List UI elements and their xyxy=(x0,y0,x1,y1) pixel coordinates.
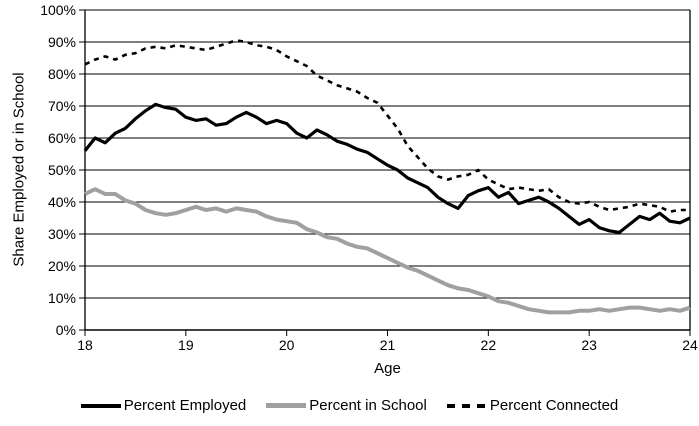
y-axis-tick-label: 40% xyxy=(48,194,76,210)
series-line-percent-employed xyxy=(83,102,691,234)
x-axis-tick-label: 21 xyxy=(380,337,396,353)
legend-item-percent-in-school: Percent in School xyxy=(266,397,427,414)
x-axis-tick-label: 18 xyxy=(77,337,93,353)
y-axis-tick-label: 30% xyxy=(48,226,76,242)
legend-label-percent-employed: Percent Employed xyxy=(123,397,247,414)
series-line-percent-connected xyxy=(84,39,690,213)
y-axis-tick-label: 60% xyxy=(48,130,76,146)
solid-black-line-swatch-icon xyxy=(80,403,121,408)
x-axis-title: Age xyxy=(374,360,401,377)
legend-item-percent-employed: Percent Employed xyxy=(80,397,247,414)
y-axis-tick-label: 10% xyxy=(48,290,76,306)
legend-item-percent-connected: Percent Connected xyxy=(446,397,619,414)
solid-gray-line-swatch-icon xyxy=(266,403,307,408)
legend-label-percent-connected: Percent Connected xyxy=(489,397,619,414)
x-axis-tick-label: 23 xyxy=(581,337,597,353)
dashed-black-line-swatch-icon xyxy=(446,403,487,408)
x-axis-tick-label: 22 xyxy=(481,337,497,353)
y-axis-tick-label: 80% xyxy=(48,66,76,82)
y-axis-tick-label: 90% xyxy=(48,34,76,50)
x-axis-tick-label: 19 xyxy=(178,337,194,353)
y-axis-title: Share Employed or in School xyxy=(10,72,28,267)
y-axis-tick-label: 70% xyxy=(48,98,76,114)
y-axis-tick-label: 100% xyxy=(40,2,76,18)
y-axis-tick-label: 20% xyxy=(48,258,76,274)
y-axis-tick-label: 50% xyxy=(48,162,76,178)
legend-label-percent-in-school: Percent in School xyxy=(309,397,427,414)
series-line-percent-in-school xyxy=(84,187,691,315)
y-axis-tick-label: 0% xyxy=(56,322,76,338)
x-axis-tick-label: 24 xyxy=(682,337,698,353)
x-axis-tick-label: 20 xyxy=(279,337,295,353)
legend: Percent Employed Percent in School Perce… xyxy=(0,397,699,414)
